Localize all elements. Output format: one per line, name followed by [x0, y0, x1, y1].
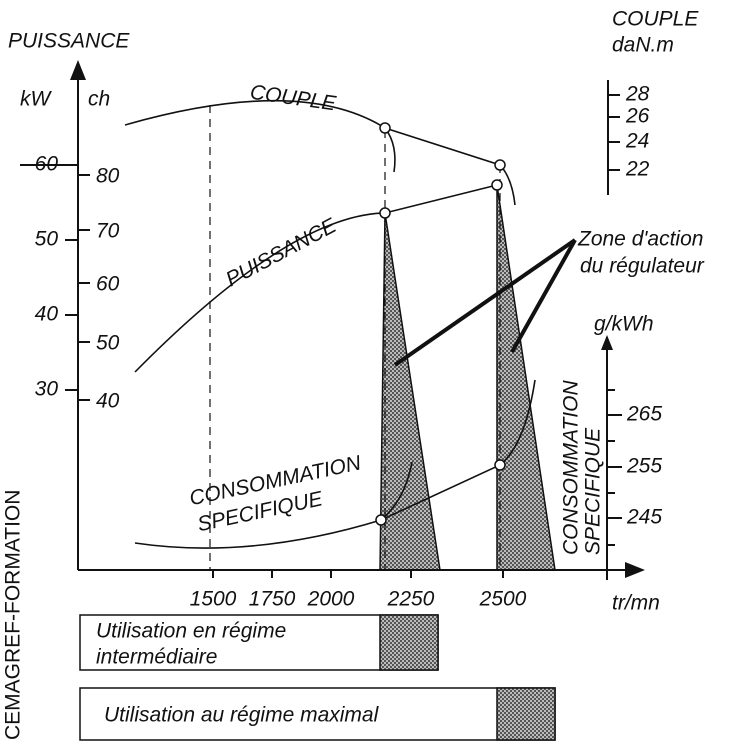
- couple-tick: 28: [625, 83, 650, 106]
- consumption-tick: 265: [626, 403, 662, 426]
- layout: [20, 60, 645, 741]
- consumption-axis-title: SPECIFIQUE: [582, 427, 605, 555]
- x-tick: 2500: [479, 588, 527, 611]
- couple-label: COUPLE: [249, 81, 339, 116]
- couple-axis-title: COUPLE: [612, 8, 699, 31]
- x-tick: 2000: [307, 588, 355, 611]
- x-tick: 1750: [249, 588, 296, 611]
- unit-ch: ch: [88, 88, 110, 111]
- ch-tick: 40: [96, 390, 120, 413]
- credit: CEMAGREF-FORMATION: [2, 490, 25, 740]
- legend-text: Utilisation au régime maximal: [104, 704, 380, 727]
- legend-text: Utilisation en régime: [96, 620, 286, 643]
- ch-tick: 50: [96, 332, 120, 355]
- couple-axis-unit: daN.m: [612, 34, 674, 57]
- annotation: Zone d'action: [577, 228, 703, 251]
- kw-tick: 50: [35, 228, 59, 251]
- couple-tick: 22: [625, 158, 650, 181]
- consumption-tick: 255: [626, 455, 662, 478]
- x-tick: 1500: [190, 588, 237, 611]
- left-axis-title: PUISSANCE: [8, 30, 130, 53]
- consumption-tick: 245: [626, 506, 662, 529]
- ch-tick: 70: [96, 220, 120, 243]
- x-tick: 2250: [387, 588, 435, 611]
- ch-tick: 60: [96, 273, 120, 296]
- x-axis-unit: tr/mn: [612, 592, 660, 615]
- puissance-label: PUISSANCE: [222, 214, 341, 292]
- kw-tick: 60: [35, 153, 59, 176]
- couple-tick: 26: [625, 105, 650, 128]
- ch-tick: 80: [96, 165, 120, 188]
- kw-tick: 40: [35, 303, 59, 326]
- kw-tick: 30: [35, 378, 59, 401]
- consumption-unit: g/kWh: [594, 313, 654, 336]
- annotation: du régulateur: [580, 255, 705, 278]
- couple-tick: 24: [625, 130, 649, 153]
- legend-text: intermédiaire: [96, 646, 217, 669]
- consumption-axis-title: CONSOMMATION: [560, 380, 583, 555]
- unit-kw: kW: [20, 88, 53, 111]
